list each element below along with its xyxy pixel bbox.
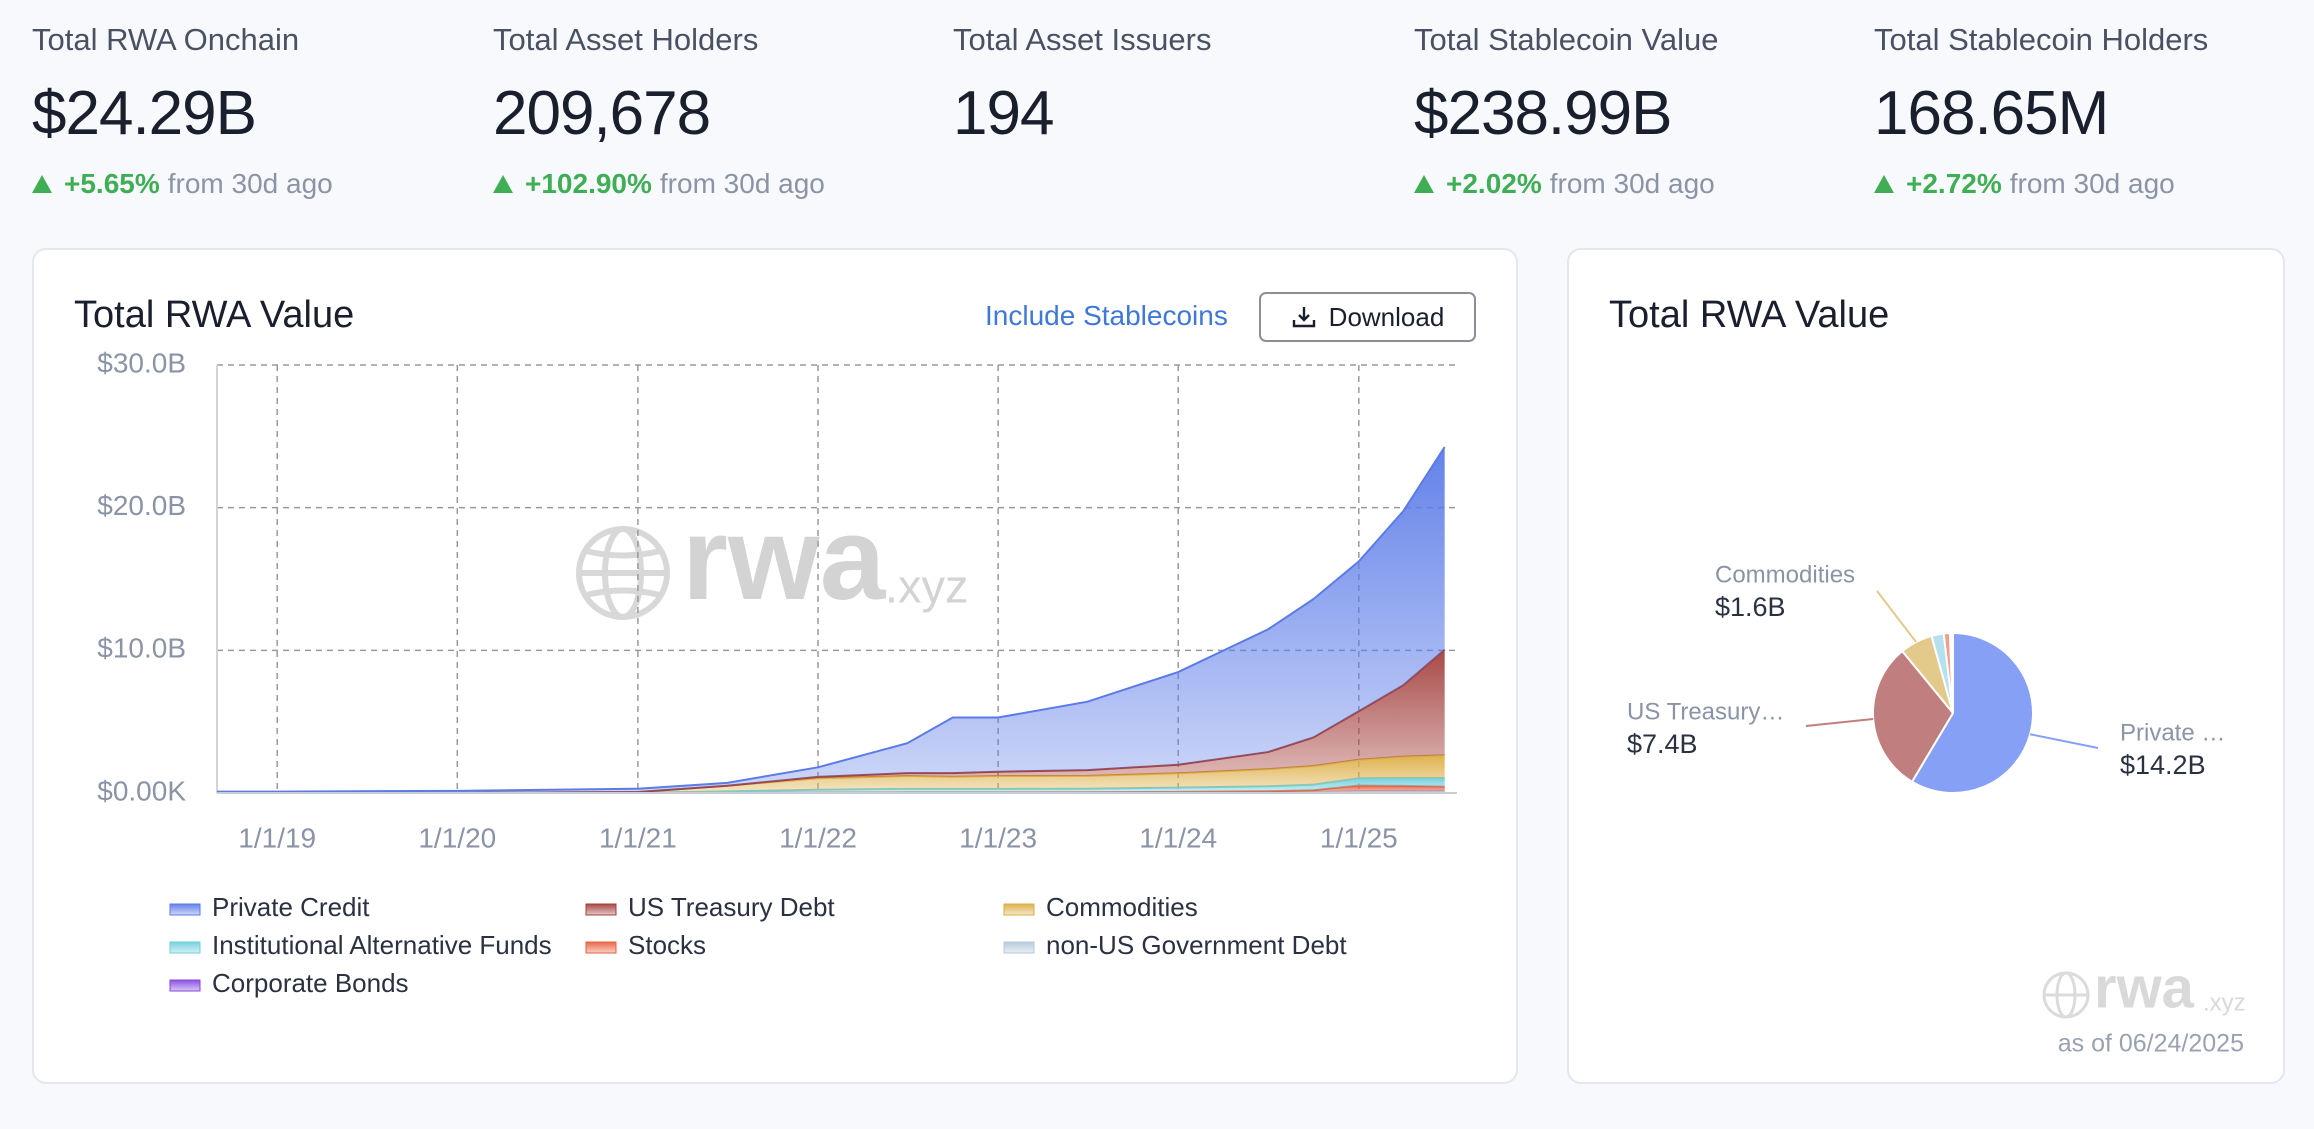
leader-line: [1805, 717, 1874, 727]
legend-label: Commodities: [1046, 892, 1198, 922]
pie-watermark: rwa .xyz: [2042, 955, 2246, 1020]
legend-swatch: [1003, 903, 1035, 916]
legend-label: Corporate Bonds: [212, 968, 409, 998]
legend-swatch: [169, 979, 201, 992]
pie-title: Total RWA Value: [1609, 294, 1889, 336]
stat-value: 168.65M: [1874, 79, 2109, 148]
stat-value: $238.99B: [1414, 79, 1672, 148]
area-fill: [217, 755, 1445, 793]
x-tick-label: 1/1/19: [238, 822, 316, 853]
change-note: from 30d ago: [2009, 168, 2175, 199]
stat-change: +2.02% from 30d ago: [1414, 168, 1854, 200]
download-label: Download: [1328, 301, 1445, 332]
change-percent: +102.90%: [525, 168, 652, 199]
y-tick-label: $20.0B: [97, 490, 186, 521]
legend-label: Private Credit: [212, 892, 370, 922]
stat-card: Total Asset Holders 209,678 +102.90% from 3…: [493, 22, 933, 200]
change-note: from 30d ago: [659, 168, 825, 199]
stat-value: 194: [953, 79, 1054, 148]
legend-label: Stocks: [628, 930, 706, 960]
include-stablecoins-toggle[interactable]: Include Stablecoins: [985, 300, 1228, 331]
leader-line: [2029, 733, 2099, 749]
pie-slice: [1872, 649, 1955, 784]
legend-label: US Treasury Debt: [628, 892, 835, 922]
stat-card: Total Stablecoin Holders 168.65M +2.72% fro…: [1874, 22, 2314, 200]
up-arrow: [1414, 175, 1434, 193]
area-fill: [217, 778, 1445, 793]
y-tick-label: $10.0B: [97, 633, 186, 664]
change-percent: +5.65%: [64, 168, 160, 199]
legend-swatch: [169, 941, 201, 954]
pie-label: US Treasury…: [1627, 698, 1784, 725]
legend-label: Institutional Alternative Funds: [212, 930, 552, 960]
watermark-main: rwa: [682, 493, 887, 625]
change-note: from 30d ago: [167, 168, 333, 199]
stat-label: Total Asset Issuers: [953, 22, 1212, 57]
area-fill: [217, 447, 1445, 793]
legend-swatch: [585, 903, 617, 916]
stat-label: Total Stablecoin Holders: [1874, 22, 2209, 57]
watermark-suffix: .xyz: [2203, 989, 2246, 1016]
x-tick-label: 1/1/23: [959, 822, 1037, 853]
change-percent: +2.72%: [1906, 168, 2002, 199]
x-tick-label: 1/1/20: [418, 822, 496, 853]
pie-label: Commodities: [1715, 561, 1855, 588]
stat-label: Total Asset Holders: [493, 22, 759, 57]
stat-card: Total RWA Onchain $24.29B +5.65% from 30d a…: [32, 22, 472, 200]
legend-swatch: [585, 941, 617, 954]
area-title: Total RWA Value: [74, 294, 354, 336]
stat-label: Total RWA Onchain: [32, 22, 300, 57]
legend-swatch: [1003, 941, 1035, 954]
area-line: [217, 446, 1446, 793]
stat-card: Total Asset Issuers 194: [953, 22, 1393, 154]
pie-note: as of 06/24/2025: [2058, 1030, 2244, 1058]
change-percent: +2.02%: [1446, 168, 1542, 199]
pie-label: Private …: [2120, 719, 2225, 746]
x-tick-label: 1/1/25: [1320, 822, 1398, 853]
leader-line: [1876, 590, 1917, 643]
stat-value: 209,678: [493, 79, 711, 148]
pie-slice: [1950, 631, 1954, 714]
legend-label: non-US Government Debt: [1046, 930, 1347, 960]
download-icon: [1292, 307, 1315, 328]
watermark-main: rwa: [2094, 955, 2195, 1020]
pie-slice: [1910, 631, 2034, 794]
globe-icon: [576, 526, 670, 620]
pie-value-label: $7.4B: [1627, 729, 1698, 759]
y-tick-label: $0.00K: [97, 775, 186, 806]
up-arrow: [1874, 175, 1894, 193]
stat-card: Total Stablecoin Value $238.99B +2.02% from…: [1414, 22, 1854, 200]
pie-value-label: $14.2B: [2120, 750, 2206, 780]
legend-swatch: [169, 903, 201, 916]
x-tick-label: 1/1/21: [599, 822, 677, 853]
change-note: from 30d ago: [1549, 168, 1715, 199]
stat-value: $24.29B: [32, 79, 257, 148]
download-button[interactable]: Download: [1259, 292, 1476, 342]
y-tick-label: $30.0B: [97, 347, 186, 378]
x-tick-label: 1/1/22: [779, 822, 857, 853]
up-arrow: [32, 175, 52, 193]
up-arrow: [493, 175, 513, 193]
pie-value-label: $1.6B: [1715, 592, 1786, 622]
stat-change: +102.90% from 30d ago: [493, 168, 933, 200]
stat-change: +2.72% from 30d ago: [1874, 168, 2314, 200]
stat-change: +5.65% from 30d ago: [32, 168, 472, 200]
stat-label: Total Stablecoin Value: [1414, 22, 1719, 57]
watermark-suffix: .xyz: [885, 559, 969, 612]
x-tick-label: 1/1/24: [1139, 822, 1217, 853]
watermark: rwa .xyz: [576, 493, 969, 625]
globe-icon: [2042, 971, 2090, 1019]
